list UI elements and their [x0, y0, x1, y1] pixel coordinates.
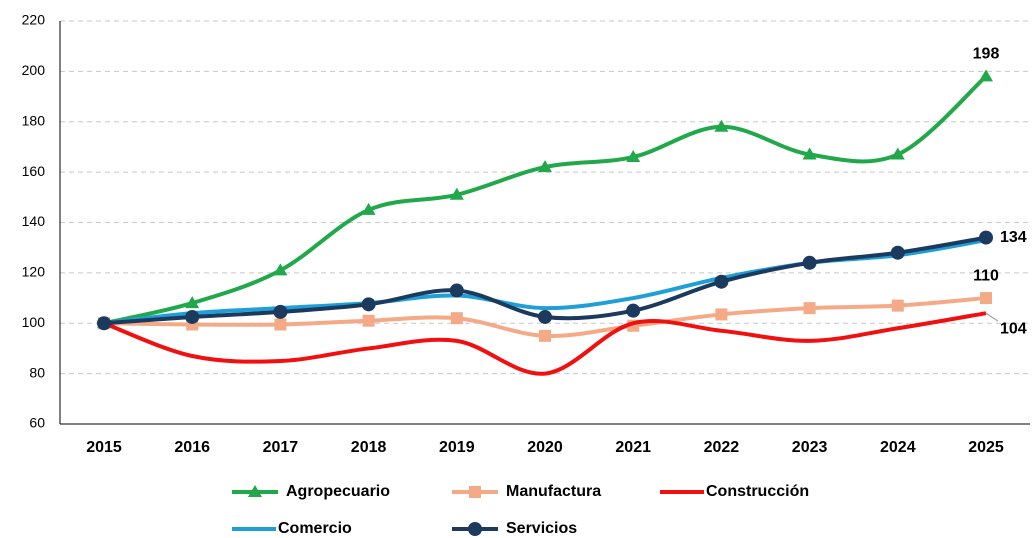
x-tick-label: 2015	[86, 439, 122, 456]
x-tick-label: 2023	[792, 439, 828, 456]
data-point	[449, 283, 464, 298]
legend-label: Manufactura	[506, 483, 601, 500]
data-point	[450, 312, 463, 325]
data-point	[802, 147, 817, 160]
data-point	[274, 318, 287, 331]
data-point	[626, 303, 641, 318]
legend-label: Construcción	[706, 483, 809, 500]
leader-line	[985, 312, 999, 322]
data-point	[979, 230, 993, 245]
data-point	[802, 255, 817, 270]
data-point	[97, 316, 111, 331]
y-tick-label: 220	[22, 12, 46, 28]
data-point	[538, 160, 552, 173]
data-point	[715, 308, 728, 321]
series-line	[103, 74, 988, 326]
y-tick-label: 100	[22, 314, 46, 330]
legend-marker	[248, 485, 262, 497]
data-point	[890, 245, 905, 260]
data-label: 104	[1000, 320, 1027, 337]
data-point	[361, 202, 376, 215]
x-tick-label: 2021	[615, 439, 651, 456]
data-point	[185, 309, 200, 324]
x-tick-label: 2017	[263, 439, 299, 456]
legend-label: Agropecuario	[286, 483, 390, 500]
data-point	[803, 302, 816, 315]
y-tick-label: 80	[29, 364, 45, 380]
data-label: 134	[1000, 229, 1027, 246]
x-tick-label: 2018	[351, 439, 387, 456]
data-point	[361, 297, 376, 312]
series-line	[103, 311, 987, 376]
y-tick-label: 160	[22, 163, 46, 179]
legend-label: Comercio	[278, 520, 352, 537]
data-point	[714, 119, 729, 132]
data-point	[362, 314, 375, 327]
y-tick-label: 200	[22, 62, 46, 78]
y-tick-label: 140	[22, 213, 46, 229]
data-point	[185, 296, 200, 309]
x-tick-label: 2025	[968, 439, 1004, 456]
y-tick-label: 180	[22, 112, 46, 128]
data-point	[538, 309, 552, 324]
data-point	[273, 304, 288, 319]
x-tick-label: 2020	[527, 439, 563, 456]
legend-marker	[469, 486, 481, 498]
data-label: 198	[973, 46, 1000, 63]
y-tick-label: 120	[22, 264, 46, 280]
data-point	[273, 263, 288, 276]
data-point	[890, 147, 905, 160]
x-tick-label: 2024	[880, 439, 916, 456]
x-tick-label: 2016	[174, 439, 210, 456]
data-point	[714, 274, 729, 289]
legend-marker	[468, 522, 482, 536]
data-point	[979, 69, 993, 82]
legend-label: Servicios	[506, 520, 577, 537]
data-point	[980, 292, 992, 305]
x-tick-label: 2019	[439, 439, 475, 456]
data-point	[539, 329, 551, 342]
y-tick-label: 60	[29, 415, 45, 431]
data-point	[891, 299, 904, 312]
data-point	[626, 150, 641, 163]
x-tick-label: 2022	[704, 439, 740, 456]
data-point	[449, 187, 464, 200]
data-label: 110	[973, 267, 999, 284]
